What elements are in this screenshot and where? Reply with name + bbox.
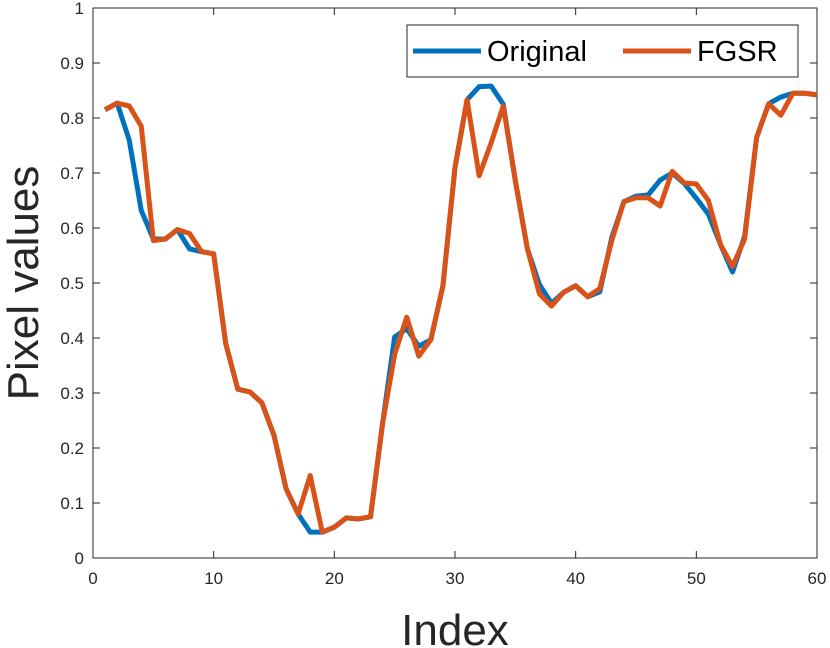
y-tick-label: 0.3 bbox=[60, 384, 84, 403]
y-tick-label: 0.4 bbox=[60, 329, 84, 348]
series-lines bbox=[103, 83, 818, 535]
y-tick-label: 0.5 bbox=[60, 274, 84, 293]
legend-label-fgsr: FGSR bbox=[697, 36, 778, 68]
y-tick-label: 0.6 bbox=[60, 219, 84, 238]
y-tick-label: 0.9 bbox=[60, 54, 84, 73]
x-tick-label: 20 bbox=[325, 569, 344, 588]
x-tick-label: 40 bbox=[566, 569, 585, 588]
x-axis-title: Index bbox=[401, 606, 509, 648]
series-line-fgsr bbox=[103, 90, 818, 535]
y-tick-label: 0.1 bbox=[60, 494, 84, 513]
y-axis-title: Pixel values bbox=[0, 166, 48, 401]
x-tick-label: 30 bbox=[446, 569, 465, 588]
y-tick-label: 0.7 bbox=[60, 164, 84, 183]
y-tick-label: 0 bbox=[75, 549, 84, 568]
legend-label-original: Original bbox=[487, 36, 587, 68]
y-tick-label: 0.8 bbox=[60, 109, 84, 128]
y-tick-label: 0.2 bbox=[60, 439, 84, 458]
y-tick-label: 1 bbox=[75, 0, 84, 18]
legend-box bbox=[406, 24, 799, 78]
x-tick-label: 0 bbox=[88, 569, 97, 588]
x-tick-label: 10 bbox=[204, 569, 223, 588]
axis-ticks: 0 10 20 30 40 50 60 0 0.1 0.2 0.3 0.4 0.5 0.6 0.7 0.8 0.… bbox=[60, 0, 826, 588]
x-tick-label: 60 bbox=[808, 569, 827, 588]
plot-area bbox=[92, 7, 818, 559]
x-tick-label: 50 bbox=[687, 569, 706, 588]
legend: Original FGSR bbox=[406, 24, 799, 78]
